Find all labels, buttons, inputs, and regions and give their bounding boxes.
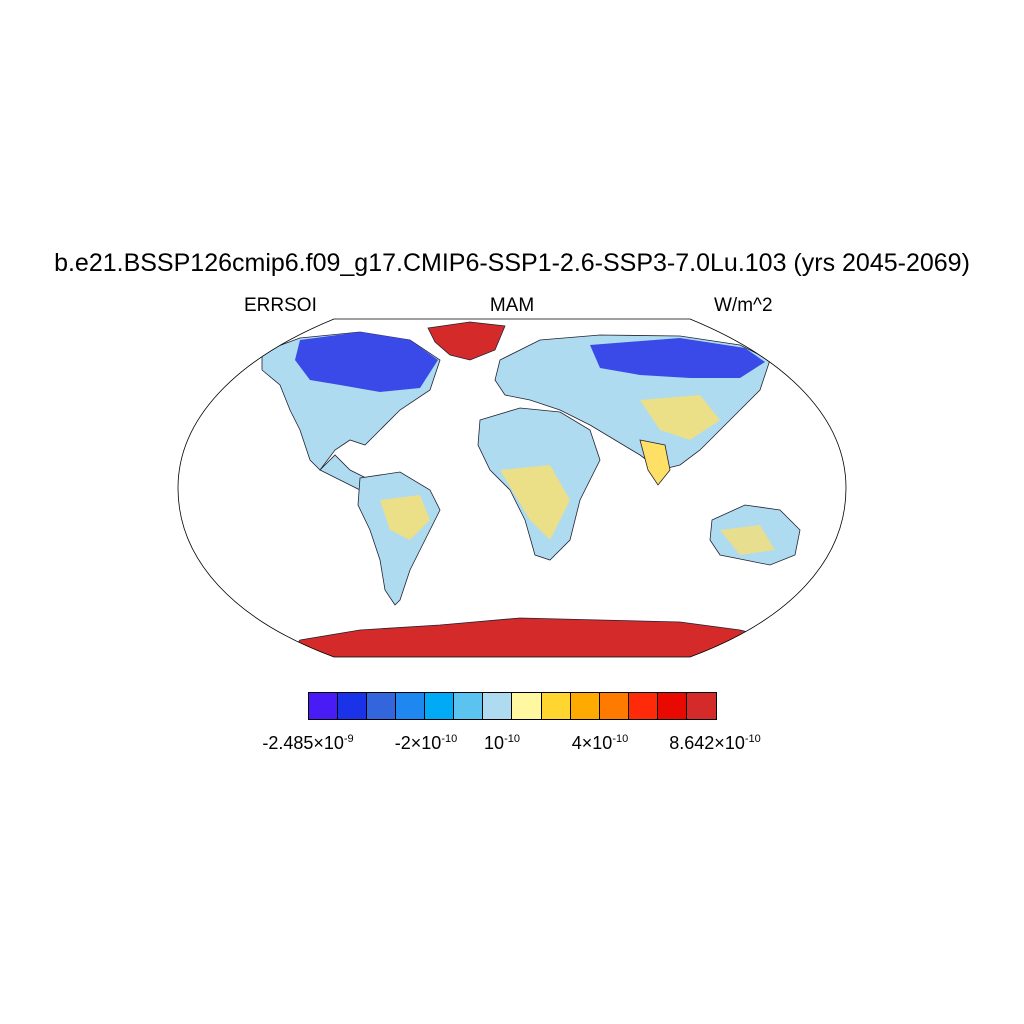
colorbar-swatch (396, 693, 426, 719)
siberia-boreal (590, 338, 765, 378)
colorbar-swatch (686, 693, 716, 719)
colorbar-swatch (512, 693, 542, 719)
colorbar-swatch (657, 693, 687, 719)
colorbar-swatch (628, 693, 658, 719)
colorbar-swatch (338, 693, 368, 719)
antarctica (279, 617, 801, 657)
colorbar-label: -2×10-10 (394, 733, 458, 753)
colorbar-swatch (483, 693, 513, 719)
colorbar-swatch (425, 693, 455, 719)
colorbar-swatch (309, 693, 339, 719)
map-title: b.e21.BSSP126cmip6.f09_g17.CMIP6-SSP1-2.… (54, 249, 970, 277)
variable-label: ERRSOI (244, 295, 317, 316)
colorbar-swatch (599, 693, 629, 719)
colorbar-label: 4×10-10 (571, 733, 629, 753)
greenland (427, 321, 506, 361)
india (639, 439, 671, 486)
colorbar-swatch (541, 693, 571, 719)
colorbar-swatch (454, 693, 484, 719)
colorbar-label: 10-10 (484, 733, 520, 753)
map-boundary (177, 318, 847, 658)
colorbar-label: -2.485×10-9 (262, 733, 354, 753)
colorbar-swatch (367, 693, 397, 719)
season-label: MAM (489, 295, 535, 316)
colorbar (308, 692, 717, 720)
colorbar-swatch (570, 693, 600, 719)
colorbar-label: 8.642×10-10 (669, 733, 761, 753)
canada-boreal (295, 332, 438, 392)
units-label: W/m^2 (714, 295, 773, 316)
